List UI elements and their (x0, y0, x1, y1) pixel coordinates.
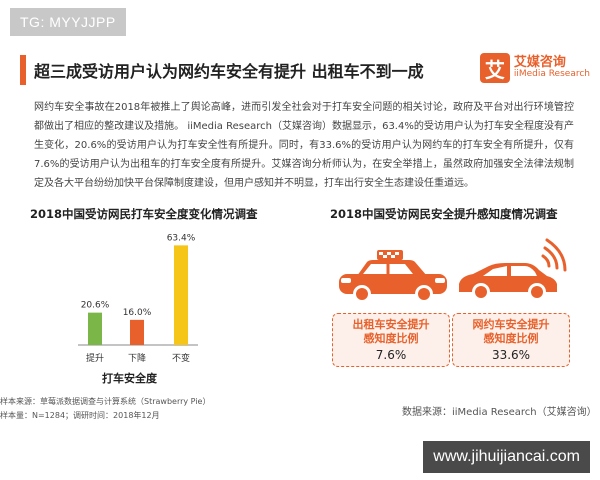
brand-mark-icon: 艾 (479, 53, 510, 83)
watermark-bottom: www.jihuijiancai.com (423, 441, 590, 473)
ridehail-perception-card: 网约车安全提升 感知度比例 33.6% (452, 313, 570, 367)
bar-value-label: 63.4% (167, 233, 196, 243)
connected-car-icon (459, 238, 567, 301)
taxi-car-icon (339, 250, 447, 303)
x-tick-label: 不变 (172, 352, 190, 364)
taxi-perception-card: 出租车安全提升 感知度比例 7.6% (332, 313, 450, 367)
bar-下降 (130, 319, 144, 345)
taxi-card-value: 7.6% (375, 348, 407, 362)
watermark-top: TG: MYYJJPP (10, 8, 126, 36)
sample-size-note: 样本量：N=1284；调研时间：2018年12月 (0, 411, 160, 420)
bar-不变 (174, 245, 188, 345)
sample-source-note: 样本来源：草莓派数据调查与计算系统（Strawberry Pie） (0, 397, 211, 406)
x-tick-label: 提升 (86, 353, 104, 364)
ridehail-card-label-line2: 感知度比例 (483, 332, 539, 345)
data-source-note: 数据来源：iiMedia Research（艾媒咨询） (402, 407, 597, 418)
bar-提升 (88, 312, 102, 345)
bar-value-label: 16.0% (123, 308, 152, 318)
brand-name-en: iiMedia Research (513, 69, 590, 80)
ridehail-card-value: 33.6% (491, 348, 531, 362)
bar-value-label: 20.6% (81, 301, 110, 311)
right-panel-title: 2018中国受访网民安全提升感知度情况调查 (330, 207, 558, 221)
header: 超三成受访用户认为网约车安全有提升 出租车不到一成 艾 艾媒咨询 iiMedia… (20, 50, 590, 90)
brand-logo: 艾 艾媒咨询 iiMedia Research (479, 53, 590, 83)
taxi-card-label-line1: 出租车安全提升 (352, 318, 430, 331)
taxi-card-label-line2: 感知度比例 (363, 332, 419, 345)
left-chart-xlabel: 打车安全度 (102, 372, 157, 385)
left-chart-title: 2018中国受访网民打车安全度变化情况调查 (30, 207, 258, 221)
intro-paragraph: 网约车安全事故在2018年被推上了舆论高峰，进而引发全社会对于打车安全问题的相关… (34, 102, 574, 189)
x-tick-label: 下降 (128, 352, 146, 364)
ridehail-card-label-line1: 网约车安全提升 (472, 318, 550, 331)
header-accent-bar (20, 55, 26, 85)
brand-text: 艾媒咨询 iiMedia Research (514, 56, 590, 79)
left-bar-chart: 20.6% 提升 16.0% 下降 63.4% 不变 (78, 233, 198, 364)
page-title: 超三成受访用户认为网约车安全有提升 出租车不到一成 (34, 62, 424, 81)
brand-name-cn: 艾媒咨询 (513, 55, 566, 71)
